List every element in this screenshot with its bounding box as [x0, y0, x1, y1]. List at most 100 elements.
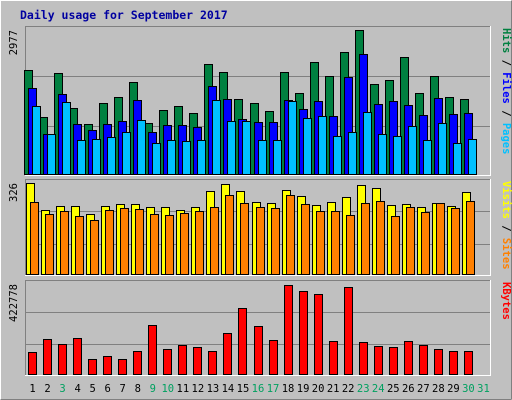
day-label: 10 [161, 383, 174, 395]
bar-pages-day-18 [288, 101, 297, 175]
legend-separator: / [500, 53, 512, 72]
legend-sites: Sites [500, 238, 512, 270]
panel-visits-sites-max-label: 326 [8, 183, 20, 202]
bar-kbytes-day-15 [238, 308, 247, 375]
bar-kbytes-day-19 [299, 291, 308, 375]
bar-sites-day-10 [165, 215, 174, 275]
panel-kbytes-max-label: 422778 [8, 284, 20, 322]
day-label: 18 [282, 383, 295, 395]
bar-sites-day-11 [180, 213, 189, 275]
bar-pages-day-9 [152, 143, 161, 175]
bar-pages-day-1 [32, 106, 41, 175]
bar-kbytes-day-11 [178, 345, 187, 375]
day-label: 4 [74, 383, 80, 395]
bar-pages-day-21 [333, 136, 342, 175]
bar-pages-day-15 [242, 121, 251, 175]
legend-kbytes: KBytes [500, 282, 512, 320]
bar-pages-day-3 [62, 102, 71, 175]
bar-pages-day-30 [468, 139, 477, 175]
bar-sites-day-19 [301, 204, 310, 275]
bar-sites-day-14 [225, 195, 234, 275]
bar-sites-day-30 [466, 201, 475, 275]
bar-sites-day-18 [286, 195, 295, 275]
day-label: 8 [135, 383, 141, 395]
bar-sites-day-6 [105, 210, 114, 275]
bar-sites-day-3 [60, 211, 69, 275]
bar-kbytes-day-16 [254, 326, 263, 375]
day-label: 24 [372, 383, 385, 395]
bar-pages-day-17 [273, 140, 282, 175]
bar-kbytes-day-27 [419, 345, 428, 375]
day-label: 31 [477, 383, 490, 395]
bar-kbytes-day-20 [314, 294, 323, 375]
bar-kbytes-day-24 [374, 346, 383, 375]
bar-pages-day-26 [408, 126, 417, 175]
bar-kbytes-day-18 [284, 285, 293, 375]
bar-kbytes-day-2 [43, 339, 52, 375]
panel-kbytes-legend: KBytes [500, 282, 512, 320]
day-label: 6 [105, 383, 111, 395]
bar-sites-day-25 [391, 216, 400, 275]
day-label: 19 [297, 383, 310, 395]
bar-sites-day-17 [271, 208, 280, 275]
bar-pages-day-14 [227, 121, 236, 175]
bar-pages-day-8 [137, 120, 146, 175]
bar-sites-day-27 [421, 212, 430, 275]
bar-pages-day-5 [92, 139, 101, 175]
bar-sites-day-28 [436, 203, 445, 275]
bar-pages-day-16 [258, 140, 267, 175]
day-label: 9 [150, 383, 156, 395]
bar-kbytes-day-12 [193, 347, 202, 375]
day-label: 2 [44, 383, 50, 395]
panel-visits-sites-legend: Visits / Sites [500, 181, 512, 270]
bar-pages-day-2 [47, 134, 56, 175]
day-label: 12 [192, 383, 205, 395]
bar-pages-day-4 [77, 140, 86, 175]
bar-kbytes-day-3 [58, 344, 67, 375]
day-label: 3 [59, 383, 65, 395]
bar-kbytes-day-10 [163, 349, 172, 375]
bar-kbytes-day-25 [389, 347, 398, 375]
day-label: 11 [177, 383, 190, 395]
bar-sites-day-24 [376, 201, 385, 275]
bar-pages-day-20 [318, 116, 327, 175]
bar-pages-day-24 [378, 134, 387, 175]
bar-sites-day-21 [331, 211, 340, 275]
day-label: 1 [29, 383, 35, 395]
day-label: 5 [89, 383, 95, 395]
bar-sites-day-22 [346, 215, 355, 275]
bar-sites-day-5 [90, 220, 99, 275]
bar-pages-day-6 [107, 137, 116, 175]
bar-sites-day-4 [75, 216, 84, 275]
bar-kbytes-day-9 [148, 325, 157, 375]
bar-pages-day-28 [438, 123, 447, 175]
bar-kbytes-day-29 [449, 351, 458, 375]
bar-pages-day-23 [363, 112, 372, 175]
chart-title: Daily usage for September 2017 [20, 8, 228, 22]
bar-sites-day-23 [361, 203, 370, 275]
day-label: 20 [312, 383, 325, 395]
day-label: 16 [252, 383, 265, 395]
day-label: 21 [327, 383, 340, 395]
bar-kbytes-day-21 [329, 341, 338, 375]
bar-kbytes-day-13 [208, 351, 217, 375]
panel-hits-files-pages-max-label: 2977 [8, 30, 20, 55]
bar-kbytes-day-28 [434, 349, 443, 375]
bar-pages-day-13 [212, 100, 221, 175]
bar-pages-day-12 [197, 140, 206, 175]
bar-kbytes-day-6 [103, 356, 112, 375]
day-label: 15 [237, 383, 250, 395]
bar-sites-day-1 [30, 202, 39, 275]
bar-kbytes-day-8 [133, 351, 142, 375]
bar-kbytes-day-30 [464, 351, 473, 375]
bar-kbytes-day-26 [404, 341, 413, 375]
bar-pages-day-7 [122, 132, 131, 175]
legend-separator: / [500, 219, 512, 238]
bar-pages-day-29 [453, 143, 462, 175]
day-label: 23 [357, 383, 370, 395]
day-label: 7 [120, 383, 126, 395]
legend-visits: Visits [500, 181, 512, 219]
day-label: 26 [402, 383, 415, 395]
bar-sites-day-2 [45, 214, 54, 275]
